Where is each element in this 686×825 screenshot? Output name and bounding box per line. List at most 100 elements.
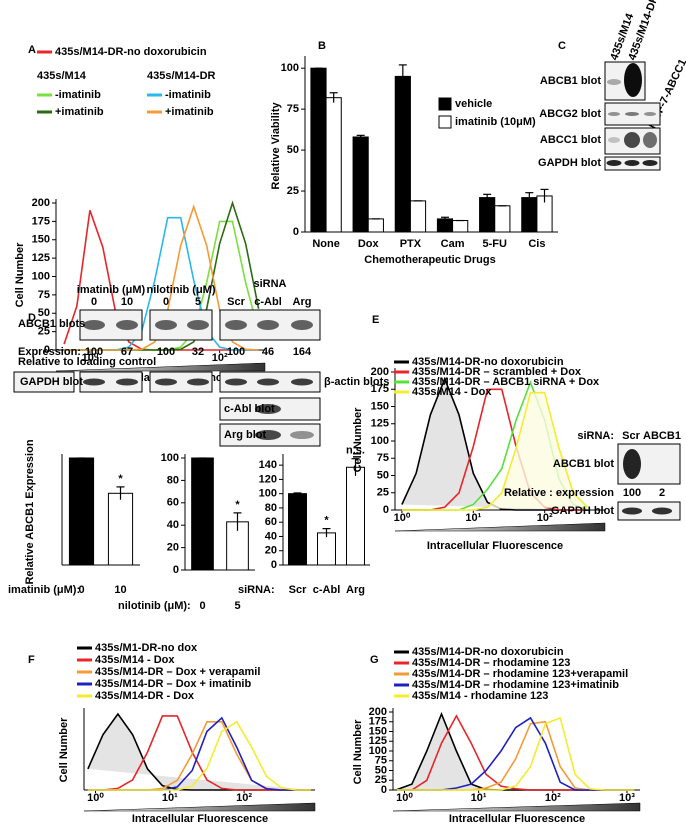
blot-band — [255, 404, 281, 414]
y-axis-label: Relative ABCB1 Expression — [24, 439, 36, 584]
x-axis-label: Intracellular Fluorescence — [427, 540, 563, 552]
expression-value: 100 — [227, 346, 245, 358]
legend-label: -imatinib — [165, 89, 211, 101]
blot-band — [187, 378, 209, 386]
blot-band — [624, 160, 640, 166]
bar — [394, 75, 411, 233]
x-tick-label: Scr — [289, 584, 307, 596]
x-tick-label: 10⁰ — [394, 512, 411, 524]
expression-value: 100 — [85, 346, 103, 358]
legend-label: 435s/M14-DR - Dox — [95, 690, 195, 702]
blot-band — [607, 79, 621, 85]
expression-note: Relative to loading control — [18, 356, 156, 368]
x-tick-label: 10² — [545, 792, 561, 804]
legend-group: 435s/M14 — [37, 70, 87, 82]
x-tick-label: None — [312, 238, 340, 250]
y-tick-label: 125 — [371, 418, 389, 430]
x-axis-label: imatinib (μM): — [8, 584, 80, 596]
y-tick-label: 25 — [375, 774, 387, 786]
x-tick-label: 5 — [234, 600, 240, 612]
y-tick-label: 50 — [287, 144, 299, 156]
y-axis-label: Cell Number — [58, 717, 70, 783]
x-axis-label: Intracellular Fluorescence — [132, 813, 268, 825]
legend-label: 435s/M14-DR – Dox + verapamil — [95, 666, 260, 678]
legend-swatch — [438, 97, 452, 111]
blot-band — [255, 430, 281, 440]
x-tick-label: 10² — [236, 792, 252, 804]
y-tick-label: 75 — [287, 103, 299, 115]
histogram-curve — [401, 391, 589, 511]
blot-band — [642, 160, 658, 166]
blot-band — [155, 320, 177, 330]
legend-label: 435s/M14-DR-no doxorubicin — [412, 356, 564, 368]
expression-value: 46 — [262, 346, 274, 358]
legend-label: 435s/M14-DR – ABCB1 siRNA + Dox — [412, 376, 600, 388]
blot-label: GAPDH blot — [538, 157, 601, 169]
annotation: * — [235, 499, 240, 511]
dose-label: 0 — [91, 296, 97, 308]
y-tick-label: 175 — [369, 716, 387, 728]
x-tick-label: 10¹ — [471, 792, 487, 804]
x-tick-label: 10⁰ — [82, 352, 99, 364]
legend-group: 435s/M14-DR — [147, 70, 216, 82]
x-tick-label: PTX — [400, 238, 422, 250]
y-tick-label: 50 — [377, 469, 389, 481]
y-tick-label: 200 — [371, 366, 389, 378]
blot-band — [606, 160, 622, 166]
fluorescence-wedge — [394, 522, 606, 532]
blot-band — [225, 378, 247, 386]
dose-label: Scr — [227, 296, 245, 308]
y-tick-label: 40 — [167, 519, 179, 531]
bar — [107, 492, 134, 566]
blot-band — [624, 132, 640, 148]
y-tick-label: 25 — [377, 487, 389, 499]
y-tick-label: 25 — [287, 185, 299, 197]
blot-band — [290, 431, 314, 439]
legend-label: 435s/M14 - Dox — [412, 386, 492, 398]
y-tick-label: 100 — [259, 488, 277, 500]
y-tick-label: 150 — [32, 234, 50, 246]
y-tick-label: 0 — [173, 564, 179, 576]
blot-band — [624, 63, 642, 97]
y-tick-label: 200 — [369, 706, 387, 718]
y-tick-label: 0 — [383, 504, 389, 516]
y-tick-label: 80 — [167, 474, 179, 486]
legend-label: 435s/M14 - Dox — [95, 654, 175, 666]
legend-label: vehicle — [455, 98, 492, 110]
blot-band — [83, 378, 105, 386]
y-tick-label: 75 — [38, 289, 50, 301]
blot-band — [652, 507, 672, 515]
bar — [367, 218, 384, 233]
blot-band — [257, 378, 279, 386]
panel-label: G — [370, 654, 379, 666]
blot-band — [622, 507, 642, 515]
dose-label: c-Abl — [254, 296, 282, 308]
panel-label: F — [28, 654, 35, 666]
blot-label: β-actin blots — [324, 376, 389, 388]
bar — [191, 457, 214, 571]
y-tick-label: 125 — [32, 252, 50, 264]
y-tick-label: 100 — [371, 435, 389, 447]
expression-value: 100 — [157, 346, 175, 358]
y-axis-label: Relative Viability — [270, 102, 282, 190]
blot-band — [83, 320, 105, 330]
bar — [436, 218, 454, 233]
blot-band — [623, 449, 641, 479]
lane-label: Scr — [622, 430, 640, 442]
y-tick-label: 100 — [369, 745, 387, 757]
blot-label: GAPDH blot — [20, 376, 83, 388]
y-tick-label: 75 — [377, 452, 389, 464]
legend-label: 435s/M1-DR-no dox — [95, 642, 198, 654]
bar — [325, 97, 342, 233]
panel-label: C — [558, 40, 566, 52]
panel-label: B — [318, 40, 326, 52]
y-tick-label: 100 — [281, 62, 299, 74]
blot — [79, 371, 143, 393]
blot-label: c-Abl blot — [224, 403, 275, 415]
blot-band — [187, 320, 209, 330]
bar — [352, 136, 369, 233]
bar — [346, 466, 365, 566]
legend-label: 435s/M14-DR – scrambled + Dox — [412, 366, 582, 378]
legend-swatch — [438, 115, 452, 129]
x-tick-label: 10⁰ — [396, 792, 413, 804]
